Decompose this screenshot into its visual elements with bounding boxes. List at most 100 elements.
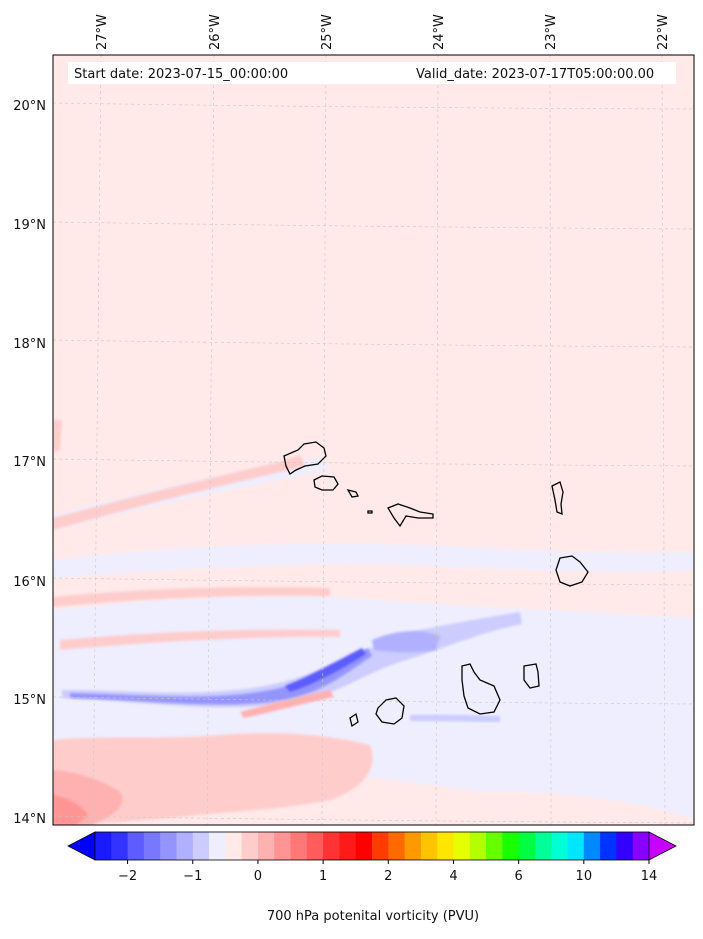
lat-label-20n: 20°N: [13, 99, 46, 114]
colorbar-cell: [176, 832, 194, 860]
pv-positive-streak-island: [240, 690, 334, 718]
parallel-17n: [53, 458, 694, 467]
colorbar-cell: [469, 832, 487, 860]
colorbar-tick-label: 2: [384, 869, 392, 884]
colorbar-tick-label: 10: [576, 869, 593, 884]
pv-positive-area-southwest: [53, 733, 373, 825]
colorbar-cell: [225, 832, 243, 860]
parallel-15n: [53, 696, 694, 705]
island-fogo: [375, 697, 405, 725]
colorbar-cell: [420, 832, 438, 860]
gridlines: [53, 55, 694, 825]
parallel-14n: [53, 815, 694, 824]
start-date-label: Start date: 2023-07-15_00:00:00: [74, 67, 288, 82]
colorbar-cell: [388, 832, 406, 860]
meridian-25w: [321, 55, 327, 825]
colorbar-tick-label: 6: [515, 869, 523, 884]
pv-negative-streak-south: [410, 714, 500, 722]
lat-label-19n: 19°N: [13, 218, 46, 233]
lon-label-22w: 22°W: [656, 14, 671, 50]
colorbar-cell: [534, 832, 552, 860]
map-frame: [52, 54, 695, 826]
colorbar-tick-label: −1: [183, 869, 202, 884]
colorbar-cell: [453, 832, 471, 860]
colorbar-cell: [290, 832, 308, 860]
island-sao-vicente: [313, 475, 339, 491]
colorbar-cell: [160, 832, 177, 860]
island-sal: [551, 481, 564, 516]
island-brava: [349, 712, 359, 728]
colorbar-cell: [583, 832, 601, 860]
pv-positive-streak-north: [53, 455, 305, 530]
colorbar-cell: [323, 832, 340, 860]
colorbar-tick-label: 14: [641, 869, 658, 884]
island-santiago: [461, 663, 501, 715]
lon-label-27w: 27°W: [95, 14, 110, 50]
colorbar-cell: [486, 832, 503, 860]
latitude-labels: 20°N 19°N 18°N 17°N 16°N 15°N 14°N: [13, 99, 46, 827]
colorbar-tick-label: 0: [254, 869, 262, 884]
colorbar-cell: [143, 832, 161, 860]
lon-label-24w: 24°W: [432, 14, 447, 50]
coastlines: [283, 441, 589, 728]
island-razo: [367, 510, 373, 514]
colorbar-cell: [95, 832, 112, 860]
colorbar-cell: [616, 832, 634, 860]
meridian-26w: [206, 55, 215, 825]
colorbar-cell: [111, 832, 129, 860]
parallel-20n: [53, 102, 694, 110]
island-santa-luzia: [346, 488, 359, 498]
island-maio: [523, 663, 540, 689]
meridian-23w: [549, 55, 552, 825]
longitude-labels: 27°W 26°W 25°W 24°W 23°W 22°W: [95, 14, 671, 50]
parallel-16n: [53, 577, 694, 586]
parallel-18n: [53, 339, 694, 348]
colorbar-cell: [192, 832, 210, 860]
lon-label-25w: 25°W: [320, 14, 335, 50]
info-box: [68, 62, 676, 84]
lat-label-16n: 16°N: [13, 575, 46, 590]
map-panel: Start date: 2023-07-15_00:00:00 Valid_da…: [52, 54, 695, 826]
meridian-22w: [661, 55, 666, 825]
island-boa-vista: [555, 555, 589, 587]
pv-positive-streak-mid: [53, 587, 330, 607]
colorbar-cell: [127, 832, 145, 860]
meridian-27w: [92, 55, 102, 825]
colorbar-cells: [95, 832, 650, 860]
pv-positive-west-edge: [53, 420, 62, 452]
colorbar-cell: [502, 832, 520, 860]
pv-positive-core-southwest: [53, 795, 88, 825]
colorbar-cell: [274, 832, 292, 860]
colorbar-extend-low: [67, 831, 96, 861]
lat-label-14n: 14°N: [13, 812, 46, 827]
colorbar-cell: [306, 832, 324, 860]
colorbar-ticks: −2 −1 0 1 2 4 6 10 14: [118, 860, 657, 884]
pv-positive-streak-mid2: [60, 629, 340, 650]
colorbar-cell: [567, 832, 585, 860]
colorbar-cell: [600, 832, 617, 860]
island-sao-nicolau: [387, 503, 434, 528]
colorbar-tick-label: 4: [449, 869, 457, 884]
colorbar-cell: [257, 832, 275, 860]
pv-negative-patch-east: [372, 631, 440, 653]
pv-negative-strip-south: [53, 543, 694, 578]
colorbar-cell: [355, 832, 373, 860]
colorbar-tick-label: 1: [319, 869, 327, 884]
lon-label-23w: 23°W: [544, 14, 559, 50]
colorbar-cell: [339, 832, 357, 860]
colorbar-cell: [209, 832, 226, 860]
lon-label-26w: 26°W: [208, 14, 223, 50]
colorbar-label: 700 hPa potenital vorticity (PVU): [267, 909, 479, 924]
pv-field: [53, 420, 694, 825]
colorbar-extend-high: [648, 831, 677, 861]
lat-label-15n: 15°N: [13, 693, 46, 708]
colorbar-tick-label: −2: [118, 869, 137, 884]
lat-label-17n: 17°N: [13, 455, 46, 470]
colorbar-cell: [551, 832, 569, 860]
colorbar-frame: [94, 831, 650, 861]
colorbar-cell: [241, 832, 259, 860]
colorbar-cell: [632, 832, 650, 860]
lat-label-18n: 18°N: [13, 337, 46, 352]
